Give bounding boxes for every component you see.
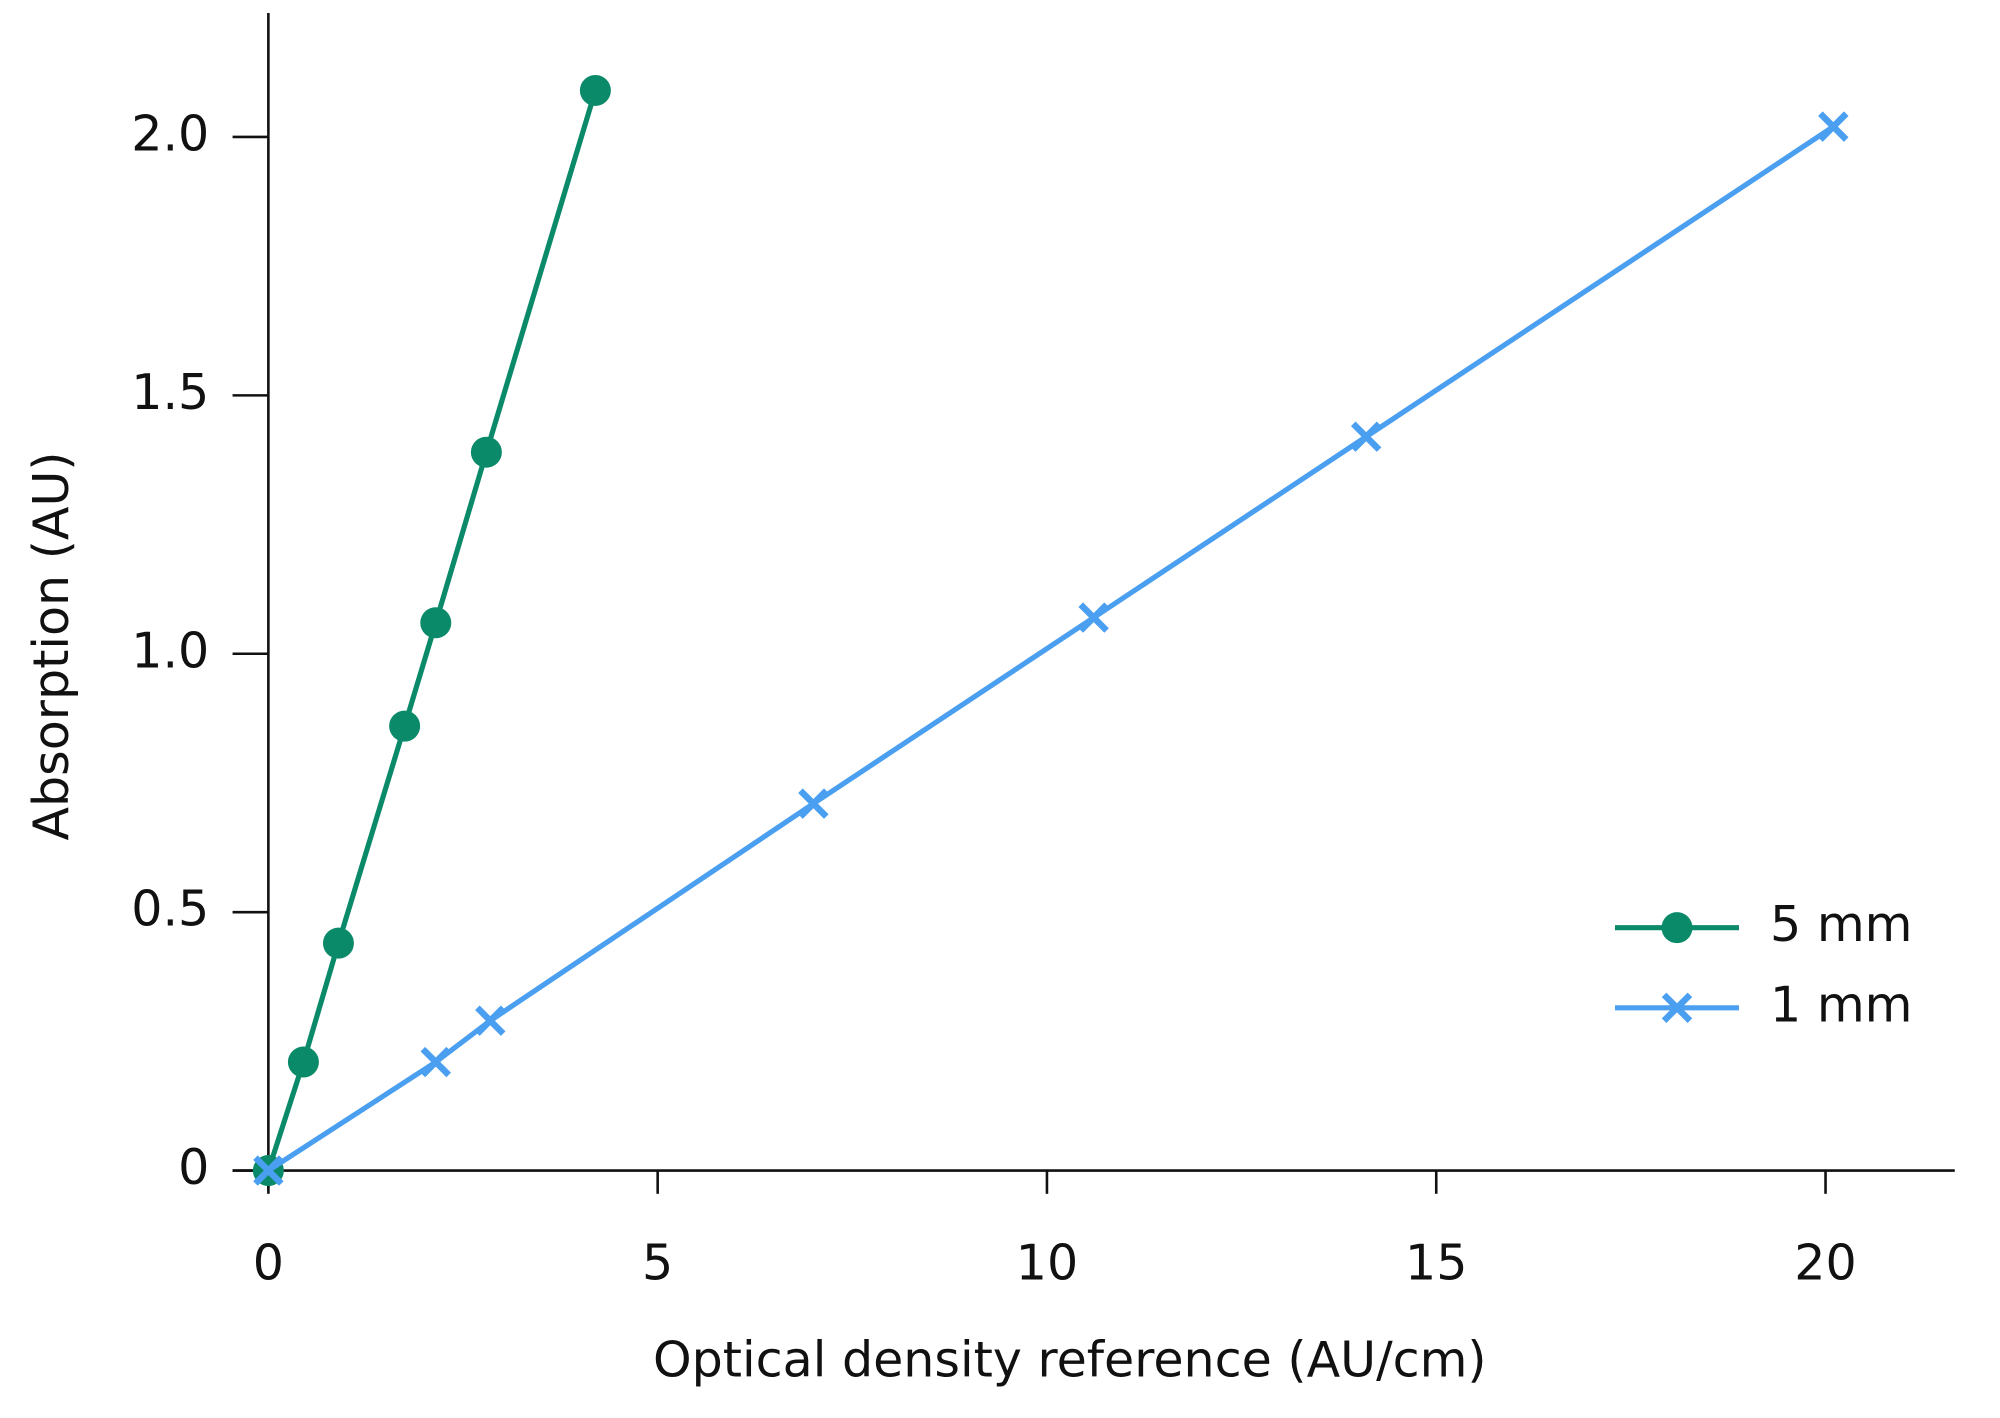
x-tick-label: 5	[642, 1234, 673, 1292]
marker	[798, 788, 829, 819]
legend-label: 5 mm	[1770, 895, 1912, 953]
legend-label: 1 mm	[1770, 975, 1912, 1033]
marker	[470, 436, 502, 468]
y-tick-label: 0.5	[131, 880, 209, 938]
legend-marker	[1661, 912, 1693, 944]
legend-marker	[1661, 992, 1693, 1023]
marker	[420, 1046, 451, 1078]
x-tick-label: 0	[253, 1234, 284, 1292]
marker	[253, 1155, 284, 1186]
marker	[322, 927, 354, 959]
series-line	[266, 124, 1835, 1173]
y-tick-label: 0	[178, 1138, 209, 1196]
y-tick-label: 1.0	[131, 621, 209, 679]
y-tick-label: 1.5	[131, 363, 209, 421]
marker	[475, 1005, 506, 1036]
marker	[420, 607, 452, 639]
y-axis-label: Absorption (AU)	[22, 451, 80, 840]
x-tick-label: 15	[1405, 1234, 1467, 1292]
marker	[1350, 421, 1382, 452]
x-tick-label: 20	[1794, 1234, 1856, 1292]
x-axis-label: Optical density reference (AU/cm)	[653, 1331, 1487, 1389]
y-tick-label: 2.0	[131, 104, 209, 162]
marker	[1818, 111, 1849, 142]
marker	[389, 710, 421, 742]
marker	[579, 74, 611, 106]
marker	[287, 1046, 319, 1078]
marker	[1078, 602, 1109, 633]
x-tick-label: 10	[1016, 1234, 1078, 1292]
